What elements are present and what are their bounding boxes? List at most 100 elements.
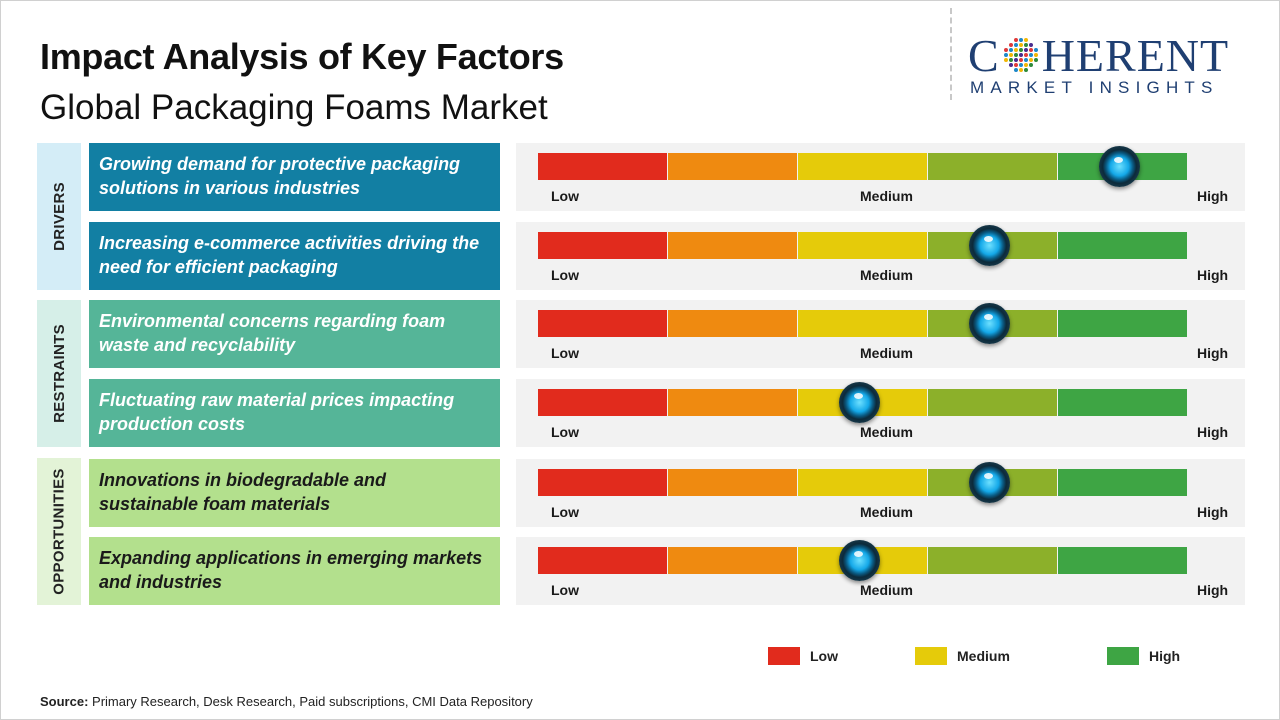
logo-dot <box>1023 63 1028 67</box>
logo-dot <box>1003 48 1008 52</box>
impact-gauge-3: Low Medium High <box>516 300 1245 368</box>
gauge-label-high: High <box>1197 424 1229 440</box>
gauge-label-low: Low <box>551 582 579 598</box>
factor-row-1: Growing demand for protective packaging … <box>89 143 500 211</box>
gauge-label-high: High <box>1197 582 1229 598</box>
logo-letters-herent: HERENT <box>1041 30 1230 81</box>
category-label-opportunities: OPPORTUNITIES <box>50 468 68 595</box>
legend-label-low: Low <box>810 648 838 664</box>
legend-label-medium: Medium <box>957 648 1010 664</box>
factor-row-5: Innovations in biodegradable and sustain… <box>89 459 500 527</box>
gauge-label-medium: Medium <box>860 504 913 520</box>
gauge-label-high: High <box>1197 188 1229 204</box>
logo-dot <box>1013 68 1018 72</box>
gauge-label-medium: Medium <box>860 582 913 598</box>
gauge-label-high: High <box>1197 504 1229 520</box>
logo-dot <box>1018 48 1023 52</box>
factor-row-3: Environmental concerns regarding foam wa… <box>89 300 500 368</box>
gauge-label-low: Low <box>551 504 579 520</box>
logo-dot <box>1013 38 1018 42</box>
logo-wordmark: C HERENT <box>968 30 1229 82</box>
gauge-label-high: High <box>1197 267 1229 283</box>
gauge-label-medium: Medium <box>860 345 913 361</box>
gauge-segment <box>668 547 797 574</box>
gauge-segment <box>1058 547 1187 574</box>
gauge-segment <box>538 547 667 574</box>
gauge-segment <box>538 232 667 259</box>
gauge-segment <box>668 469 797 496</box>
gauge-segment <box>668 389 797 416</box>
gauge-label-medium: Medium <box>860 188 913 204</box>
gauge-label-medium: Medium <box>860 267 913 283</box>
logo-dot <box>1008 58 1013 62</box>
legend-swatch-medium <box>915 647 947 665</box>
category-restraints: RESTRAINTS <box>37 300 81 447</box>
impact-gauge-5: Low Medium High <box>516 459 1245 527</box>
logo-tagline: MARKET INSIGHTS <box>970 78 1219 97</box>
logo-dot <box>1018 43 1023 47</box>
gauge-segment <box>798 153 927 180</box>
gauge-label-medium: Medium <box>860 424 913 440</box>
logo-dot <box>1008 48 1013 52</box>
logo-dot <box>1028 63 1033 67</box>
gauge-segment <box>1058 310 1187 337</box>
legend-high: High <box>1107 647 1180 665</box>
logo-divider <box>950 8 952 100</box>
gauge-segment <box>798 310 927 337</box>
chart-subtitle: Global Packaging Foams Market <box>40 88 548 127</box>
logo-dot <box>1023 48 1028 52</box>
impact-marker-icon <box>969 225 1010 266</box>
source-text: Primary Research, Desk Research, Paid su… <box>92 694 533 709</box>
gauge-segment <box>668 310 797 337</box>
impact-gauge-6: Low Medium High <box>516 537 1245 605</box>
logo-dot <box>1033 58 1038 62</box>
gauge-segment <box>538 469 667 496</box>
gauge-label-low: Low <box>551 188 579 204</box>
gauge-label-low: Low <box>551 345 579 361</box>
logo-dot <box>1018 38 1023 42</box>
gauge-label-low: Low <box>551 424 579 440</box>
category-label-restraints: RESTRAINTS <box>50 324 68 423</box>
gauge-segment <box>538 389 667 416</box>
gauge-segment <box>668 232 797 259</box>
logo-letter-c: C <box>968 30 1000 81</box>
logo-dot <box>1018 53 1023 57</box>
logo-dot <box>1008 43 1013 47</box>
gauge-segment <box>928 153 1057 180</box>
logo-dot <box>1013 58 1018 62</box>
logo-dot <box>1013 53 1018 57</box>
logo-dot <box>1023 43 1028 47</box>
logo-dot <box>1003 53 1008 57</box>
logo-dot <box>1018 63 1023 67</box>
gauge-segment <box>928 547 1057 574</box>
impact-gauge-2: Low Medium High <box>516 222 1245 290</box>
gauge-segment <box>928 389 1057 416</box>
logo-dot <box>1028 53 1033 57</box>
gauge-segment <box>1058 389 1187 416</box>
logo-globe-icon <box>1003 38 1038 72</box>
logo-dot <box>1023 68 1028 72</box>
logo-dot <box>1008 63 1013 67</box>
gauge-segment <box>798 232 927 259</box>
logo-dot <box>1028 58 1033 62</box>
logo-dot <box>1023 53 1028 57</box>
logo-dot <box>1028 43 1033 47</box>
factor-row-4: Fluctuating raw material prices impactin… <box>89 379 500 447</box>
logo-dot <box>1033 48 1038 52</box>
category-label-drivers: DRIVERS <box>50 182 68 251</box>
logo-dot <box>1013 63 1018 67</box>
impact-marker-icon <box>839 540 880 581</box>
logo-dot <box>1018 58 1023 62</box>
logo-dot <box>1023 58 1028 62</box>
logo-dot <box>1008 53 1013 57</box>
impact-gauge-4: Low Medium High <box>516 379 1245 447</box>
factor-row-6: Expanding applications in emerging marke… <box>89 537 500 605</box>
gauge-segment <box>538 310 667 337</box>
factor-row-2: Increasing e-commerce activities driving… <box>89 222 500 290</box>
legend-medium: Medium <box>915 647 1010 665</box>
gauge-segment <box>668 153 797 180</box>
chart-title: Impact Analysis of Key Factors <box>40 36 564 77</box>
logo-dot <box>1003 58 1008 62</box>
logo-dot <box>1013 48 1018 52</box>
gauge-label-low: Low <box>551 267 579 283</box>
